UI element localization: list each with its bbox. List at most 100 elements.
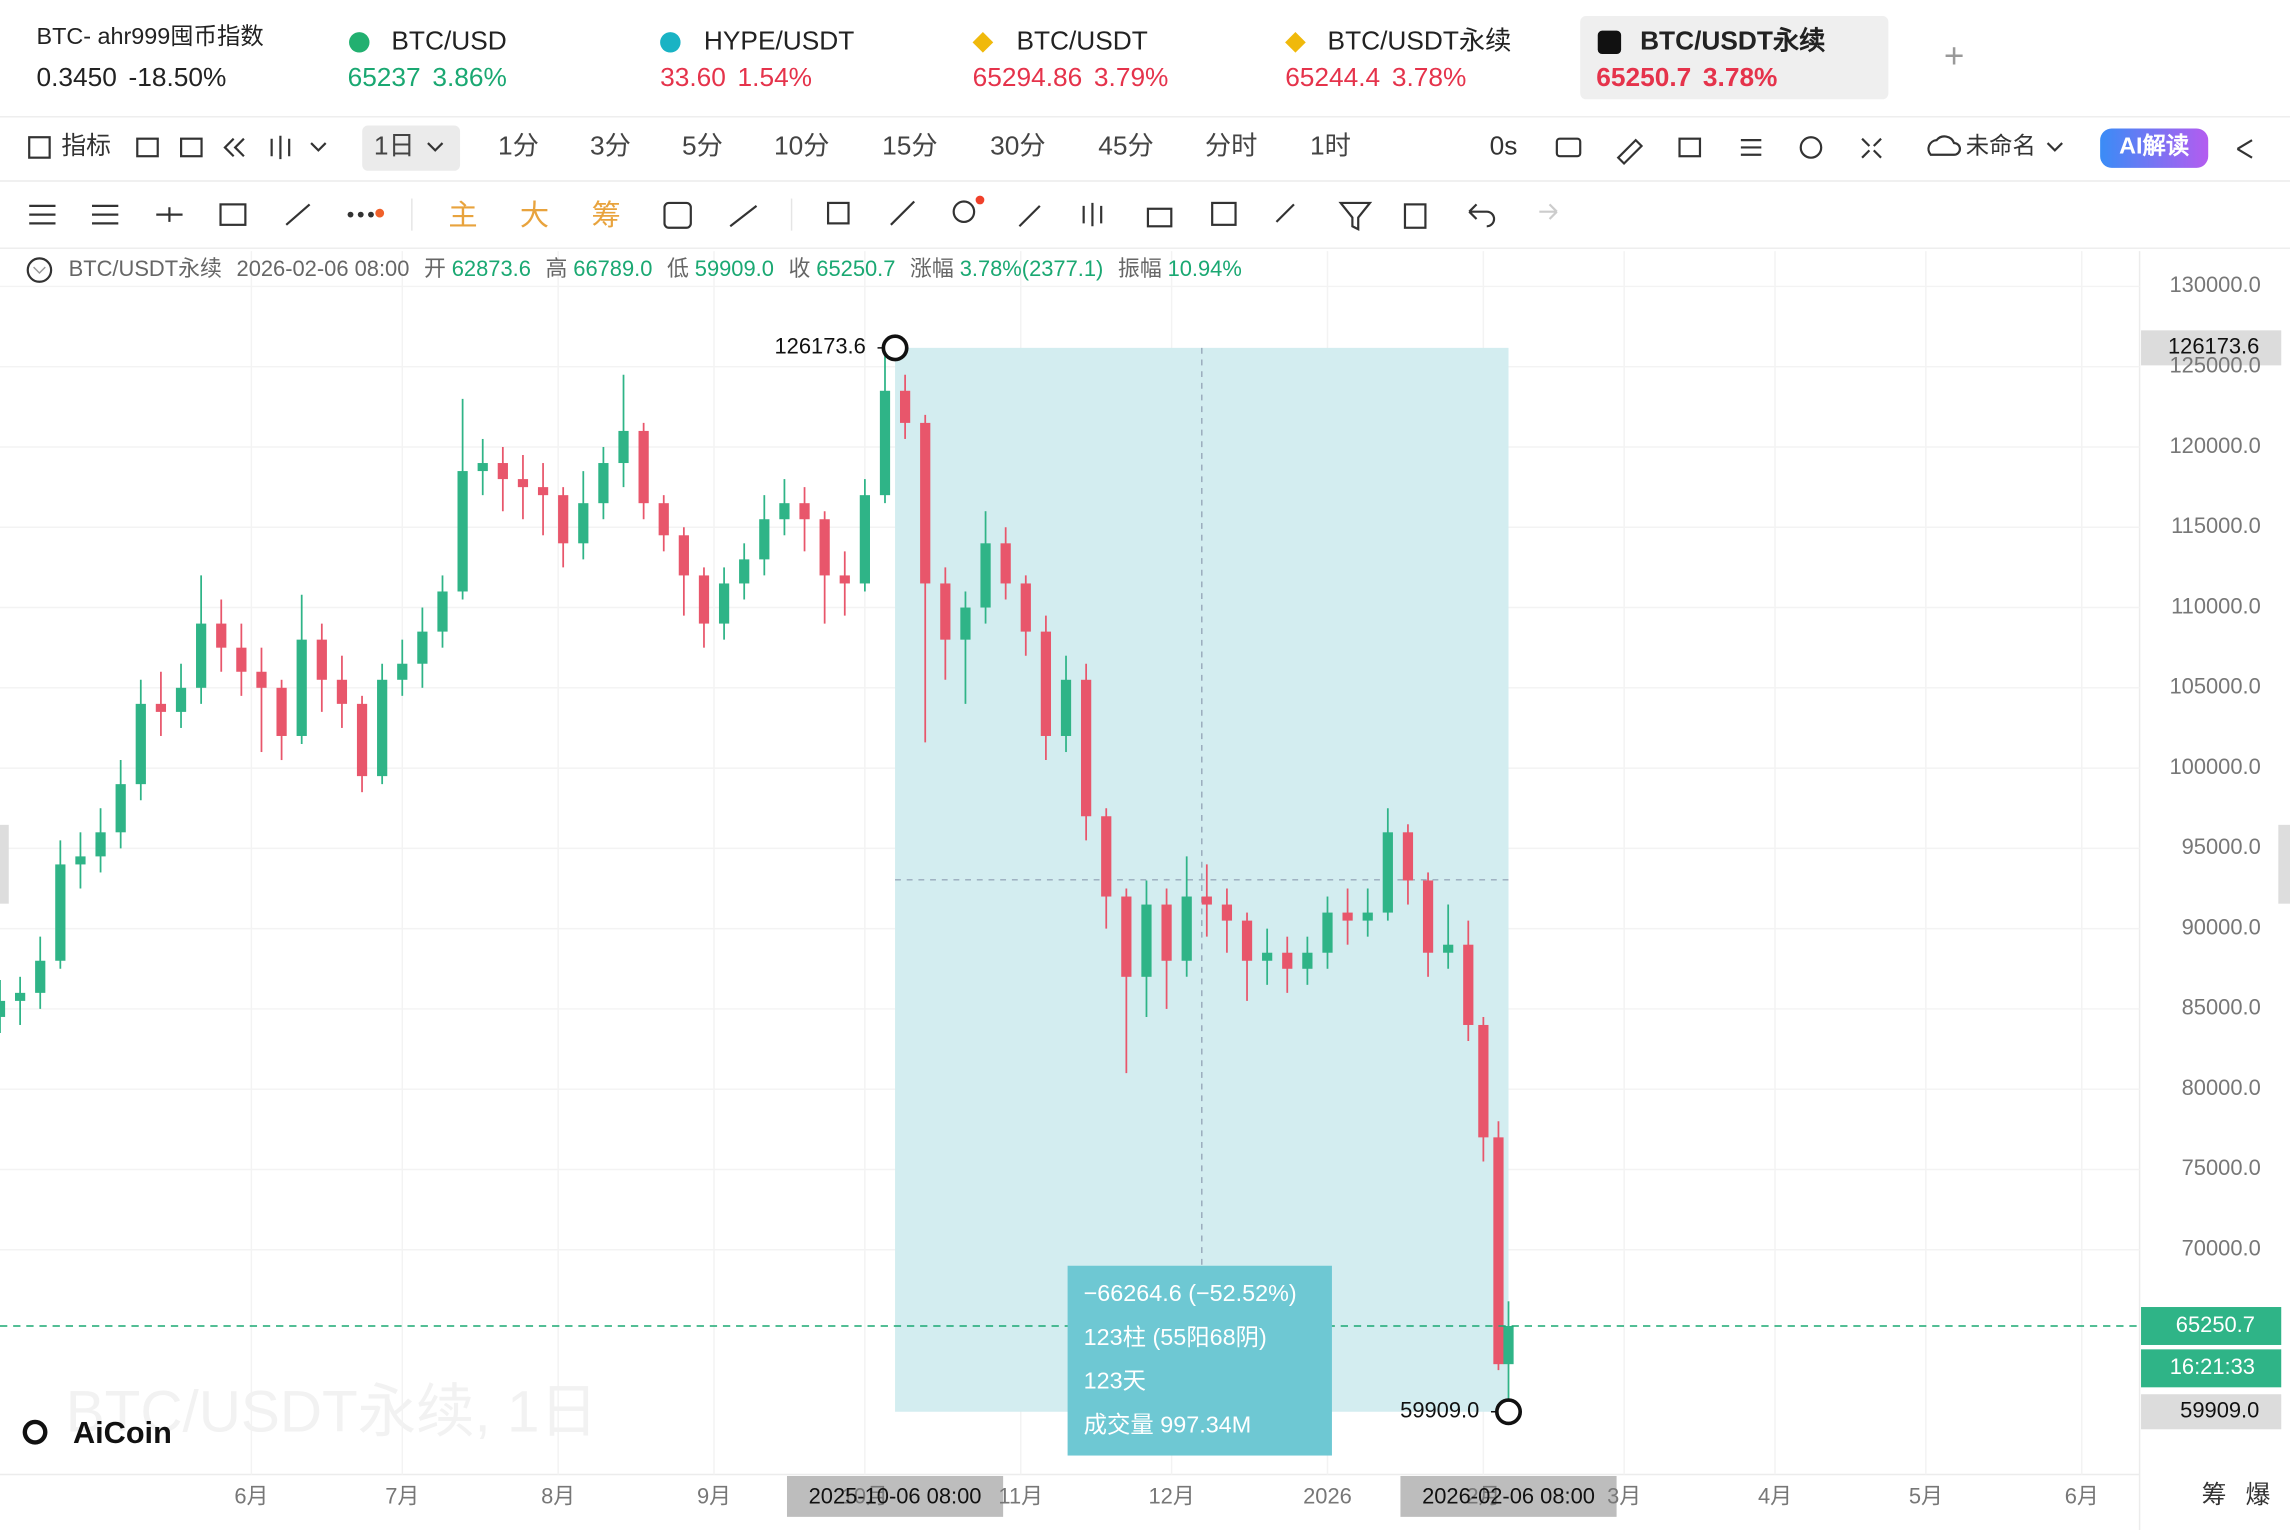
layout-name[interactable]: 未命名 [1966,133,2036,159]
candle-body [839,575,850,584]
icon[interactable] [1678,137,1702,158]
tab-price[interactable]: 65250.7 [1596,62,1691,92]
tab-name[interactable]: BTC/USDT永续 [1640,25,1825,55]
tool[interactable] [826,201,850,225]
interval[interactable]: 分时 [1205,130,1258,160]
tool[interactable] [92,204,119,225]
interval[interactable]: 1时 [1310,130,1351,160]
interval[interactable]: 45分 [1098,130,1153,160]
tab-price[interactable]: 65237 [348,62,421,92]
settings-icon[interactable] [1799,136,1823,159]
icon[interactable] [2046,142,2063,152]
tab-name[interactable]: BTC/USD [391,25,506,55]
icon[interactable] [28,136,51,159]
candle-body [759,519,770,560]
icon[interactable] [180,137,203,158]
axis-price-tag [2141,1394,2282,1430]
tool[interactable] [1403,203,1427,229]
interval[interactable]: 1日 [374,130,415,160]
tool[interactable] [1275,203,1295,223]
tab-price[interactable]: 65244.4 [1285,62,1380,92]
tool[interactable] [890,200,916,226]
candle-body [1493,1137,1504,1365]
ai-button-bg[interactable] [2100,128,2209,168]
tab-change[interactable]: 3.78% [1392,62,1466,92]
camera-icon[interactable] [1555,137,1582,158]
tool[interactable] [1211,201,1237,226]
tool[interactable] [285,203,311,226]
interval[interactable]: 5分 [682,130,723,160]
candle-body [356,703,368,777]
icon[interactable] [427,142,444,152]
icon[interactable] [136,137,159,158]
x-tick-label: 10月 [842,1484,888,1509]
tab-name[interactable]: BTC/USDT永续 [1328,25,1512,55]
corner-button[interactable]: 爆 [2245,1481,2270,1509]
tab-change[interactable]: -18.50% [129,62,227,92]
collapse-icon[interactable] [33,266,46,275]
tab-change[interactable]: 3.79% [1094,62,1168,92]
tab-change[interactable]: 1.54% [738,62,812,92]
tab-change[interactable]: 3.78% [1703,62,1777,92]
tool[interactable] [1018,205,1041,228]
ai-button[interactable]: AI解读 [2119,132,2189,159]
tab-price[interactable]: 65294.86 [973,62,1083,92]
tab-price[interactable]: 0.3450 [37,62,117,92]
measure-stats-box [1067,1265,1332,1456]
tab-name[interactable]: HYPE/USDT [704,25,854,55]
tool[interactable] [1082,202,1103,227]
tool[interactable] [368,211,374,218]
tab-icons: + [349,30,1964,76]
tool[interactable] [663,201,692,229]
candle-body [1000,543,1011,584]
tab-name[interactable]: BTC- ahr999囤币指数 [37,23,264,49]
indicator-button[interactable]: 指标 [61,132,111,160]
interval[interactable]: 15分 [882,130,937,160]
candle-body [578,503,589,544]
tool[interactable] [729,204,758,228]
fullscreen-icon[interactable] [1861,137,1882,159]
countdown-mode[interactable]: 0s [1490,130,1518,160]
y-tick-label: 90000.0 [2182,914,2261,939]
tool[interactable] [357,211,364,218]
add-tab[interactable]: + [1944,37,1964,76]
icon[interactable] [310,142,327,152]
tool[interactable] [1146,207,1173,228]
redo[interactable] [1539,203,1558,220]
pen-icon[interactable] [1616,138,1644,166]
watermark: BTC/USDT永续, 1日 [66,1380,598,1445]
candle-body [256,671,267,688]
icon[interactable] [223,137,245,157]
tool[interactable] [975,195,985,205]
tool[interactable] [375,208,385,218]
interval[interactable]: 3分 [590,130,631,160]
tab-name[interactable]: BTC/USDT [1016,25,1147,55]
candle-body [0,1000,6,1017]
tool[interactable] [219,203,247,226]
icon[interactable] [270,135,291,160]
candle-body [236,647,247,672]
interval[interactable]: 10分 [774,130,829,160]
corner-button[interactable]: 筹 [2202,1481,2227,1509]
icon[interactable] [1740,139,1762,156]
candle-body [819,519,830,576]
tool[interactable] [952,200,976,224]
candle-body [155,703,167,712]
tool[interactable] [347,211,354,218]
tool[interactable] [156,207,183,222]
cloud-icon[interactable] [1927,135,1962,156]
undo[interactable] [1468,203,1496,228]
collapse-icon[interactable] [26,257,53,283]
candle-body [658,503,669,536]
tab-price[interactable]: 33.60 [660,62,726,92]
tool[interactable] [1338,201,1373,231]
overlay-toggle[interactable]: 主 [448,199,477,232]
interval[interactable]: 1分 [498,130,539,160]
tool[interactable] [29,204,56,225]
interval[interactable]: 30分 [990,130,1045,160]
tab-change[interactable]: 3.86% [432,62,506,92]
candle-body [799,503,810,520]
share-icon[interactable] [2236,139,2253,159]
overlay-toggle[interactable]: 大 [520,199,549,232]
overlay-toggle[interactable]: 筹 [591,199,620,232]
